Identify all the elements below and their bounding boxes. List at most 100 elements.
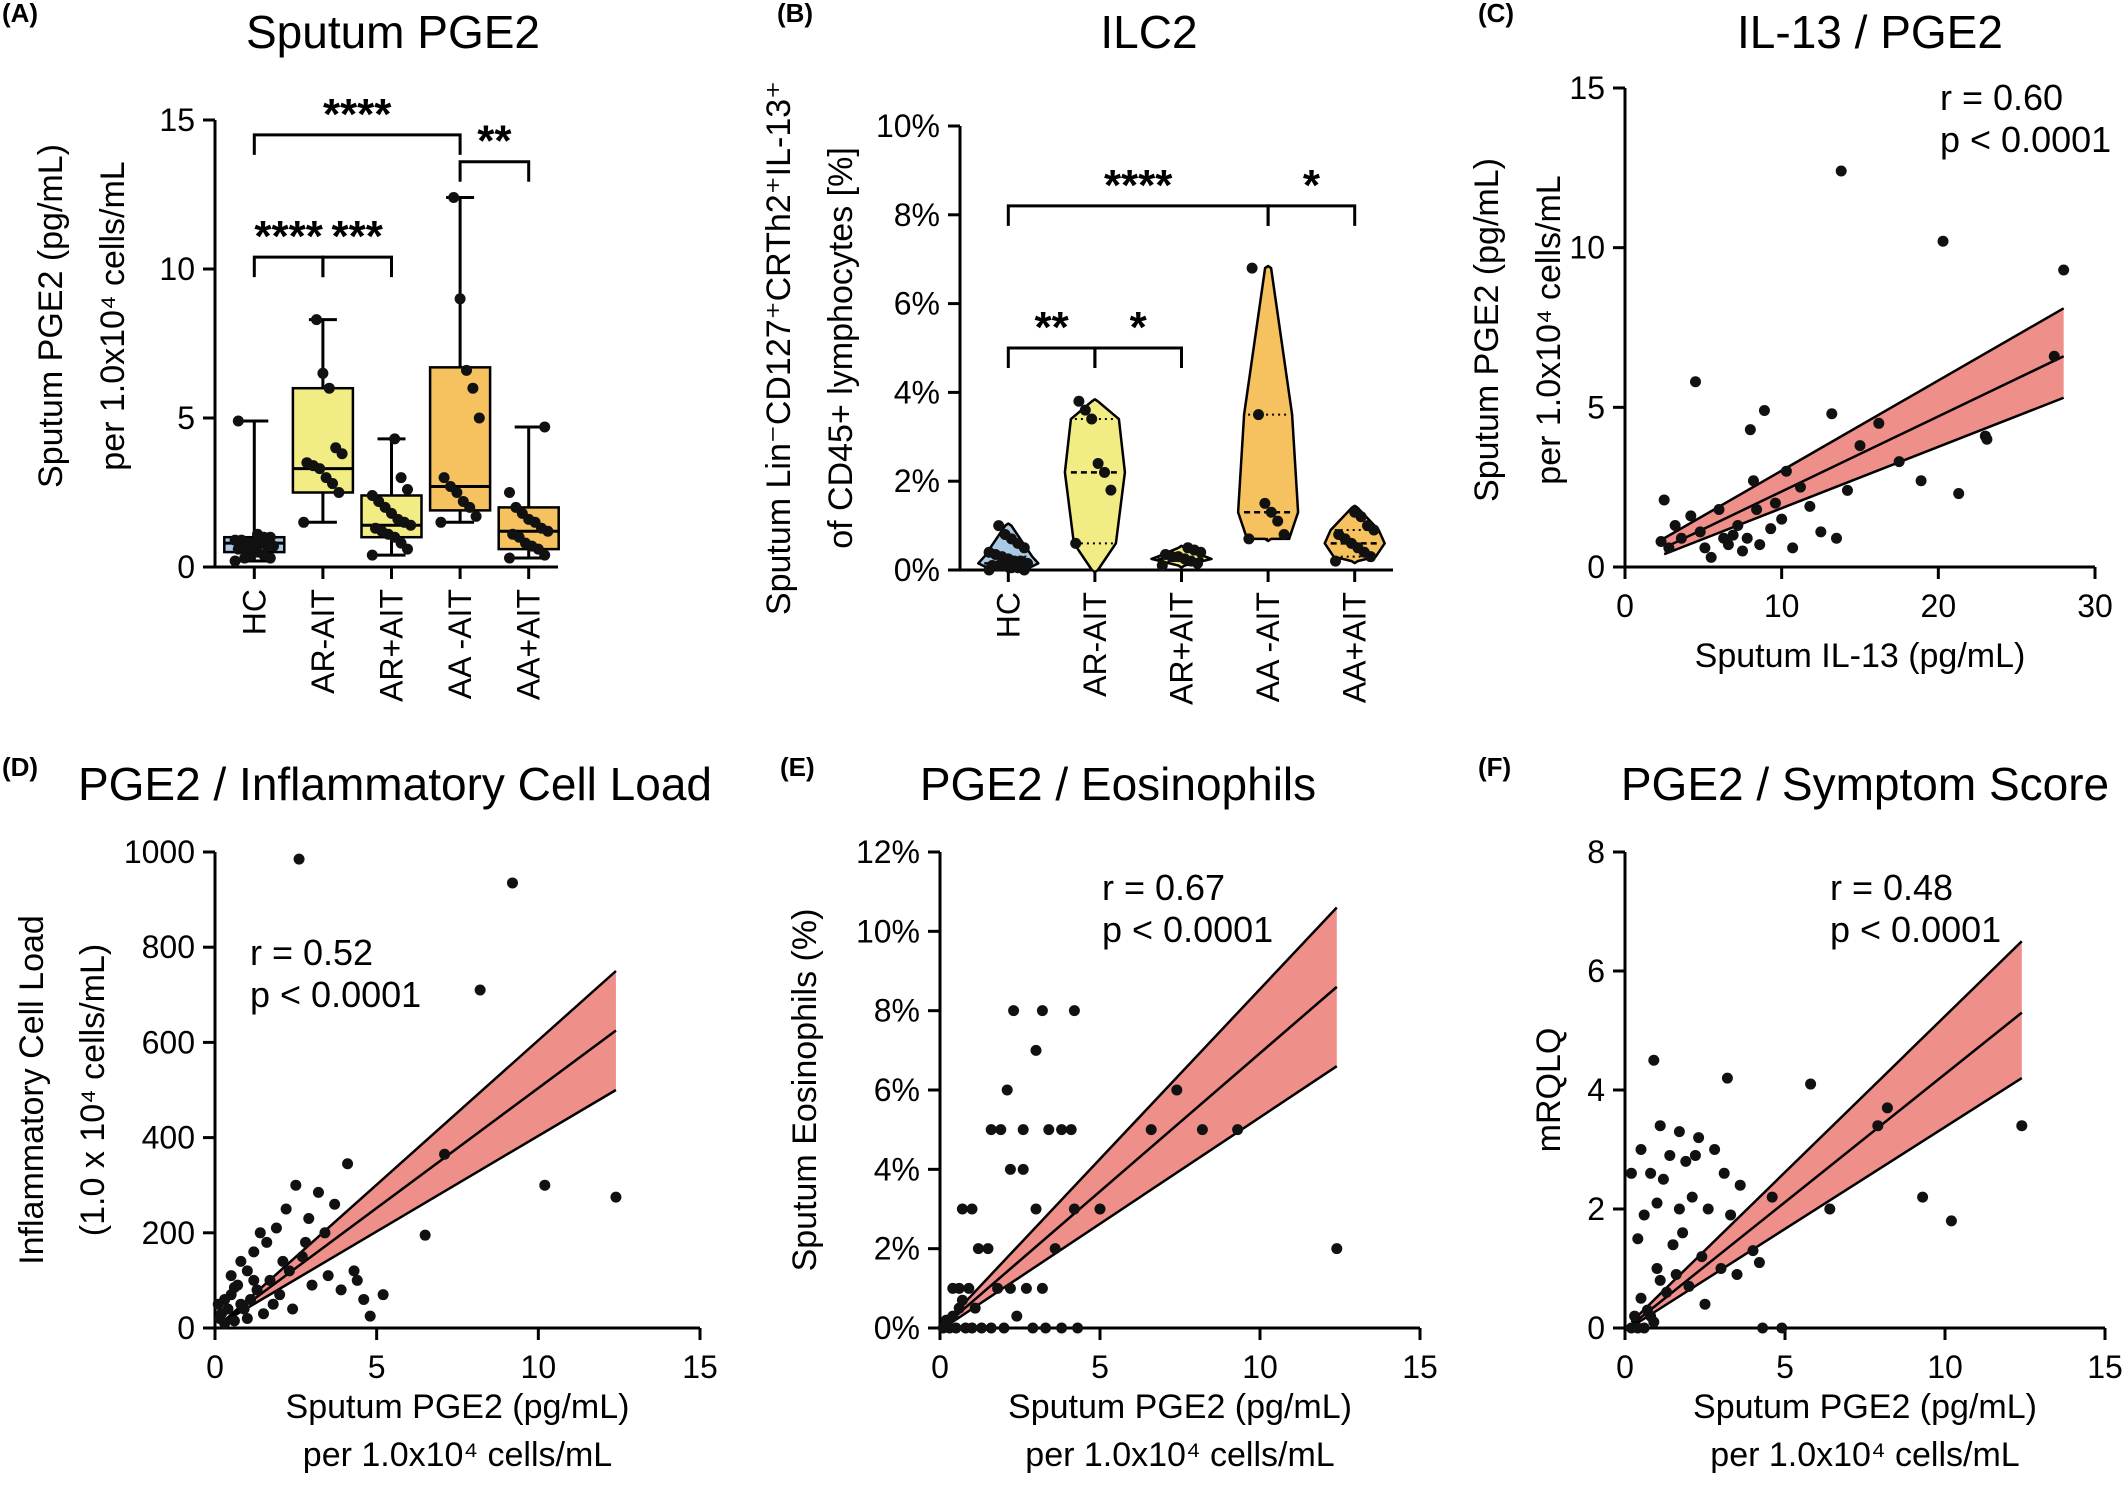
- data-point: [1040, 1322, 1052, 1334]
- data-point: [999, 528, 1011, 540]
- data-point: [467, 382, 479, 394]
- correlation-stat: r = 0.52: [250, 932, 373, 973]
- y-tick-label: 6: [1587, 953, 1605, 989]
- data-point: [438, 472, 450, 484]
- data-point: [435, 516, 447, 528]
- data-point: [1725, 1209, 1737, 1221]
- data-point: [1331, 1243, 1343, 1255]
- data-point: [1751, 504, 1763, 516]
- data-point: [306, 1279, 318, 1291]
- y-axis-label: mRQLQ: [1530, 1028, 1568, 1153]
- data-point: [993, 520, 1005, 532]
- data-point: [1043, 1124, 1055, 1136]
- data-point: [335, 1284, 347, 1296]
- panel-a-box-plot: (A) Sputum PGE2 Sputum PGE2 (pg/mL) per 1.0…: [2, 0, 560, 702]
- data-point: [419, 1229, 431, 1241]
- data-point: [1655, 535, 1667, 547]
- data-point: [1669, 519, 1681, 531]
- data-point: [1072, 1322, 1084, 1334]
- panel-letter: (A): [2, 0, 38, 28]
- data-point: [1680, 1155, 1692, 1167]
- data-point: [225, 1270, 237, 1282]
- data-point: [439, 1148, 451, 1160]
- data-point: [1651, 1197, 1663, 1209]
- data-point: [1663, 542, 1675, 554]
- confidence-band-lower: [1663, 396, 2065, 556]
- data-point: [342, 1158, 354, 1170]
- data-point: [1629, 1310, 1641, 1322]
- data-point: [1699, 1298, 1711, 1310]
- data-point: [1881, 1102, 1893, 1114]
- panel-letter: (D): [2, 752, 38, 782]
- y-tick-label: 12%: [856, 834, 920, 870]
- data-point: [1243, 533, 1255, 545]
- data-point: [1068, 1203, 1080, 1215]
- data-point: [998, 1322, 1010, 1334]
- data-point: [301, 457, 313, 469]
- data-point: [1872, 1120, 1884, 1132]
- x-tick-label: 10: [1242, 1349, 1278, 1385]
- data-point: [366, 489, 378, 501]
- data-point: [330, 442, 342, 454]
- data-point: [1715, 1263, 1727, 1274]
- data-point: [1333, 528, 1345, 540]
- data-point: [1073, 395, 1085, 407]
- y-tick-label: 6%: [894, 286, 940, 322]
- data-point: [1036, 1005, 1048, 1017]
- confidence-band-upper: [1663, 307, 2065, 540]
- data-point: [1145, 1124, 1157, 1136]
- x-tick-label: 20: [1921, 588, 1957, 624]
- data-point: [1694, 526, 1706, 538]
- data-point: [1705, 551, 1717, 563]
- data-point: [985, 1322, 997, 1334]
- confidence-band-lower: [220, 1088, 617, 1325]
- y-tick-label: 1000: [124, 834, 195, 870]
- data-point: [950, 1322, 962, 1334]
- data-point: [300, 1236, 312, 1248]
- data-point: [1008, 1005, 1020, 1017]
- y-tick-label: 0%: [894, 552, 940, 588]
- data-point: [1272, 515, 1284, 527]
- data-point: [1070, 537, 1082, 549]
- data-point: [1787, 542, 1799, 554]
- data-point: [992, 1282, 1004, 1294]
- panel-letter: (E): [780, 752, 815, 782]
- y-tick-label: 5: [177, 400, 195, 436]
- data-point: [1056, 1124, 1068, 1136]
- data-point: [290, 1179, 302, 1191]
- significance-bracket: [458, 160, 531, 182]
- data-point: [1699, 542, 1711, 554]
- y-axis-label: (1.0 x 10⁴ cells/mL): [74, 944, 112, 1236]
- y-tick-label: 10%: [856, 913, 920, 949]
- data-point: [322, 1270, 334, 1282]
- data-point: [1654, 1274, 1666, 1286]
- data-point: [252, 528, 263, 540]
- data-point: [1690, 376, 1701, 388]
- y-tick-label: 0: [1587, 549, 1605, 585]
- y-tick-label: 6%: [874, 1072, 920, 1108]
- data-point: [1917, 1191, 1929, 1203]
- data-point: [377, 1289, 389, 1301]
- data-point: [1094, 1203, 1106, 1215]
- data-point: [329, 1198, 341, 1210]
- data-point: [366, 549, 378, 561]
- data-point: [1658, 494, 1670, 506]
- data-point: [504, 487, 515, 498]
- data-point: [539, 1179, 551, 1191]
- data-point: [1253, 409, 1264, 421]
- data-point: [228, 1282, 240, 1294]
- x-tick-label: 0: [931, 1349, 949, 1385]
- data-point: [1020, 1282, 1032, 1294]
- y-tick-label: 15: [159, 102, 195, 138]
- data-point: [1747, 1245, 1759, 1257]
- x-tick-label: 5: [1776, 1349, 1794, 1385]
- data-point: [239, 552, 251, 564]
- data-point: [320, 472, 332, 484]
- data-point: [1017, 1163, 1029, 1175]
- x-tick-label: 10: [521, 1349, 557, 1385]
- significance-label: ****: [323, 90, 392, 139]
- data-point: [1677, 1227, 1689, 1239]
- x-tick-label: 10: [1764, 588, 1800, 624]
- data-point: [461, 364, 472, 376]
- data-point: [364, 1310, 376, 1322]
